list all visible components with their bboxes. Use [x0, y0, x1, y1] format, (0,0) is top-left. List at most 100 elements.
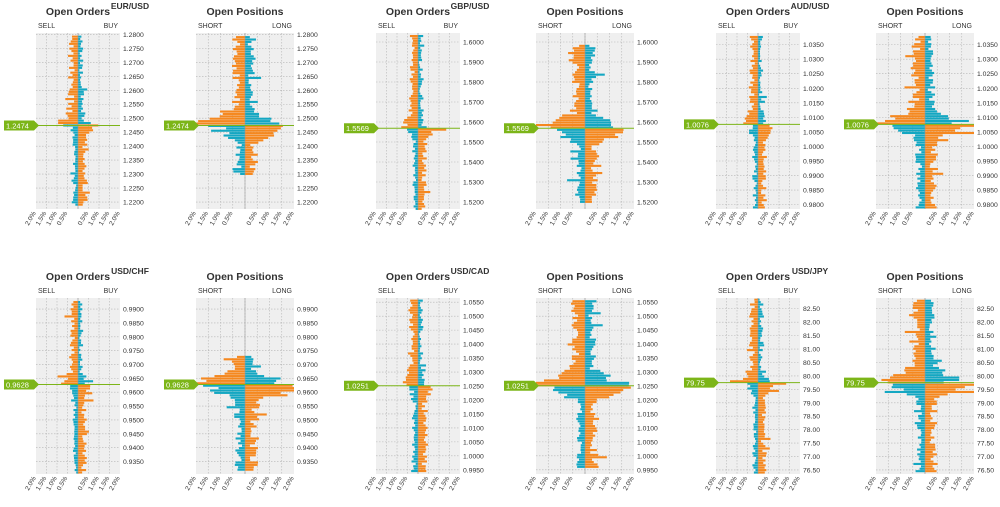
orders-bar	[418, 92, 421, 95]
positions-y-tick: 0.9900	[977, 173, 998, 180]
orders-bar	[418, 128, 447, 131]
positions-bar	[585, 133, 616, 136]
positions-bar	[580, 446, 585, 449]
positions-bar	[919, 443, 925, 446]
orders-bar	[418, 56, 422, 59]
positions-bar	[921, 199, 925, 202]
positions-bar	[925, 170, 933, 173]
positions-bar	[577, 461, 585, 464]
positions-y-tick: 1.0550	[637, 300, 658, 307]
orders-bar	[78, 317, 81, 320]
orders-bar	[745, 119, 758, 123]
orders-bar	[413, 145, 418, 148]
orders-bar	[758, 346, 760, 349]
orders-bar	[758, 421, 763, 424]
positions-y-tick: 0.9450	[297, 431, 318, 438]
orders-bar	[748, 86, 758, 89]
orders-bar	[414, 333, 418, 336]
orders-bar	[75, 445, 78, 448]
orders-bar	[73, 131, 78, 134]
positions-bar	[914, 79, 925, 82]
positions-bar	[925, 81, 933, 84]
positions-bar	[925, 431, 932, 434]
orders-bar	[78, 399, 94, 402]
orders-bar	[758, 361, 761, 364]
positions-bar	[925, 134, 943, 137]
positions-bar	[245, 76, 262, 79]
orders-bar	[73, 78, 78, 81]
orders-bar	[72, 81, 78, 84]
positions-bar	[245, 45, 252, 48]
orders-y-tick: 1.2750	[123, 46, 144, 53]
orders-bar	[418, 205, 426, 208]
orders-bar	[78, 191, 90, 194]
positions-y-tick: 1.6000	[637, 40, 658, 47]
positions-bar	[245, 466, 254, 469]
orders-bar	[758, 428, 765, 431]
positions-x-tick: 2.0%	[184, 475, 198, 492]
positions-bar	[245, 389, 294, 392]
positions-bar	[585, 112, 592, 115]
positions-y-tick: 0.9850	[297, 320, 318, 327]
positions-bar	[572, 61, 585, 64]
positions-bar	[916, 299, 925, 302]
orders-bar	[412, 42, 418, 45]
orders-bar	[78, 308, 83, 311]
orders-bar	[78, 401, 85, 404]
orders-bar	[78, 447, 85, 450]
orders-bar	[410, 114, 418, 117]
positions-bar	[918, 417, 925, 420]
positions-bar	[239, 156, 245, 159]
orders-bar	[750, 385, 758, 388]
orders-bar	[418, 450, 426, 453]
positions-x-tick: 0.5%	[901, 210, 915, 227]
orders-bar	[78, 50, 83, 53]
orders-bar	[78, 98, 84, 101]
positions-y-tick: 76.50	[977, 467, 994, 474]
positions-bar	[577, 186, 585, 189]
orders-bar	[754, 461, 758, 464]
orders-bar	[73, 301, 78, 304]
positions-bar	[585, 59, 593, 62]
orders-bar	[758, 81, 761, 84]
positions-bar	[196, 382, 245, 385]
positions-bar	[245, 418, 260, 421]
positions-bar	[245, 36, 250, 39]
positions-bar	[585, 456, 607, 459]
positions-bar	[915, 206, 925, 209]
orders-bar	[758, 401, 765, 404]
positions-bar	[573, 326, 585, 329]
orders-bar	[418, 393, 431, 396]
positions-bar	[585, 64, 590, 67]
orders-bar	[758, 47, 761, 51]
positions-x-tick: 0.5%	[901, 475, 915, 492]
orders-bar	[412, 85, 418, 88]
positions-bar	[585, 372, 604, 375]
orders-bar	[758, 105, 761, 108]
positions-y-tick: 0.9750	[297, 348, 318, 355]
positions-bar	[920, 460, 925, 463]
orders-bar	[71, 35, 78, 38]
positions-y-tick: 1.0500	[637, 314, 658, 321]
orders-bar	[73, 346, 78, 349]
positions-bar	[925, 364, 934, 367]
positions-bar	[232, 72, 245, 75]
positions-bar	[585, 76, 597, 79]
orders-bar	[78, 365, 83, 368]
orders-bar	[78, 430, 89, 433]
positions-bar	[585, 140, 603, 143]
positions-bar	[572, 47, 585, 50]
positions-bar	[239, 423, 245, 426]
positions-bar	[925, 165, 930, 168]
orders-y-tick: 1.0000	[463, 453, 484, 460]
orders-y-tick: 0.9850	[803, 188, 824, 195]
orders-bar	[755, 421, 758, 424]
positions-bar	[245, 439, 256, 442]
orders-bar	[418, 467, 426, 470]
orders-bar	[758, 74, 762, 77]
positions-y-tick: 78.50	[977, 414, 994, 421]
positions-bar	[559, 377, 585, 380]
orders-bar	[418, 181, 427, 184]
orders-bar	[758, 373, 763, 376]
orders-bar	[744, 117, 758, 120]
